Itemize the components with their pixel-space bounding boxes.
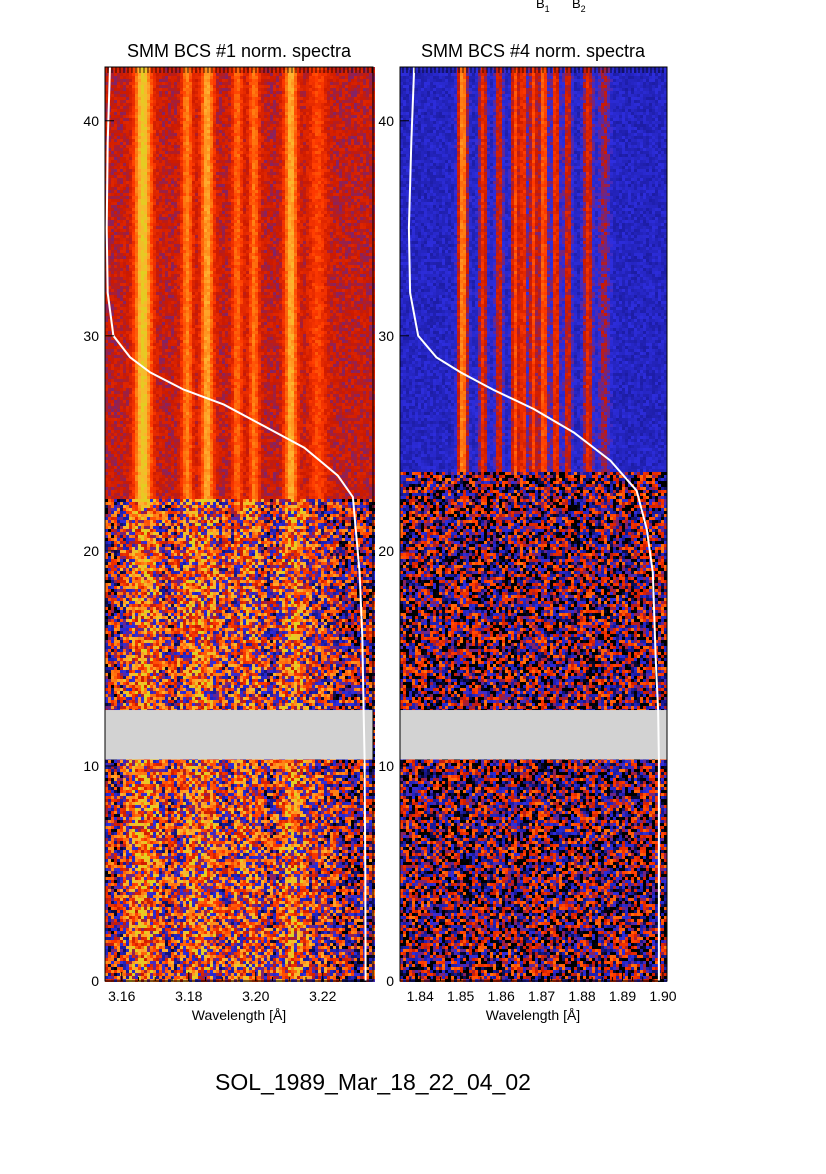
- x-tick-label: 3.20: [242, 988, 269, 1004]
- y-tick-label: 10: [378, 758, 394, 774]
- footer-title: SOL_1989_Mar_18_22_04_02: [215, 1069, 531, 1095]
- x-tick-label: 1.85: [447, 988, 474, 1004]
- y-tick-label: 30: [378, 328, 394, 344]
- header-subscript-1: 1: [545, 4, 550, 14]
- x-axis-label: Wavelength [Å]: [486, 1007, 580, 1023]
- panel-bcs4: SMM BCS #4 norm. spectra 1.84 1.85 1.86 1.8…: [378, 41, 676, 1023]
- panel-bcs1: SMM BCS #1 norm. spectra 3.16 3.18 3.20 3.2…: [83, 41, 375, 1023]
- y-tick-label: 40: [83, 113, 99, 129]
- x-tick-label: 1.90: [649, 988, 676, 1004]
- spectra-heatmap-bcs4: [400, 67, 667, 982]
- header-subscript-2: 2: [581, 4, 586, 14]
- x-tick-label: 3.16: [108, 988, 135, 1004]
- data-gap-band: [400, 710, 667, 759]
- x-tick-label: 1.87: [528, 988, 555, 1004]
- y-tick-label: 0: [386, 973, 394, 989]
- data-gap-band: [105, 710, 373, 759]
- header-labels: B1 B2: [536, 0, 586, 14]
- y-tick-label: 40: [378, 113, 394, 129]
- x-tick-label: 3.18: [175, 988, 202, 1004]
- y-tick-label: 0: [91, 973, 99, 989]
- x-axis-label: Wavelength [Å]: [192, 1007, 286, 1023]
- x-tick-label: 1.86: [488, 988, 515, 1004]
- header-label-b1: B1: [536, 0, 550, 14]
- y-tick-label: 30: [83, 328, 99, 344]
- header-label-b2: B2: [572, 0, 586, 14]
- panel-title: SMM BCS #1 norm. spectra: [127, 41, 352, 61]
- panel-title: SMM BCS #4 norm. spectra: [421, 41, 646, 61]
- x-tick-label: 1.84: [407, 988, 434, 1004]
- x-tick-label: 1.88: [568, 988, 595, 1004]
- y-tick-label: 20: [378, 543, 394, 559]
- x-tick-label: 1.89: [609, 988, 636, 1004]
- spectra-heatmap-bcs1: [105, 67, 375, 982]
- y-tick-label: 10: [83, 758, 99, 774]
- x-tick-label: 3.22: [309, 988, 336, 1004]
- y-tick-label: 20: [83, 543, 99, 559]
